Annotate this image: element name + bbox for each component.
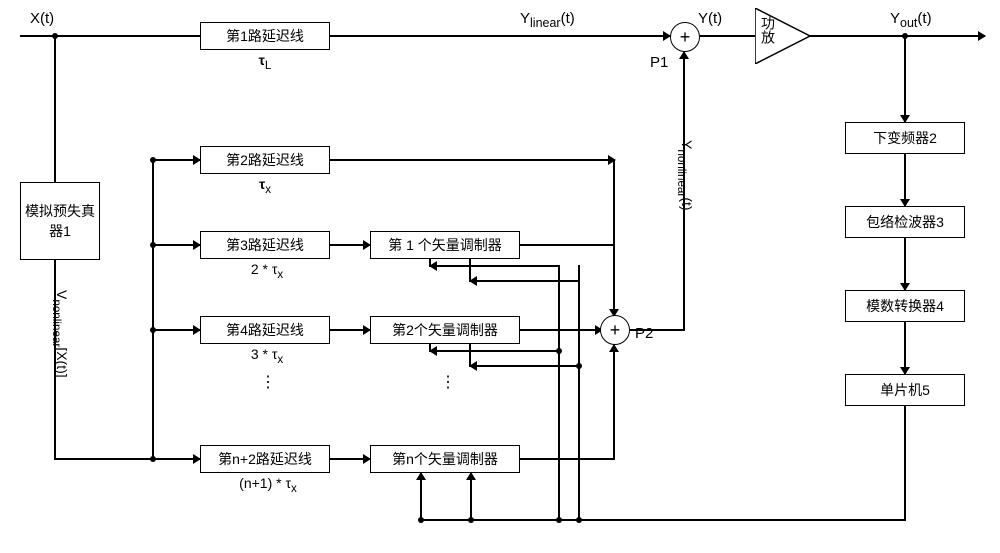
delayn-tau: (n+1) * τx	[218, 475, 318, 495]
delay4-block: 第4路延迟线	[200, 316, 330, 344]
main-line-1	[20, 35, 200, 37]
ctrl-bus-dot2	[576, 517, 582, 523]
ylinear-label: Ylinear(t)	[520, 10, 575, 30]
delay3-block: 第3路延迟线	[200, 231, 330, 259]
ctrl-dot-n1	[418, 517, 424, 523]
line-amp-out	[810, 35, 985, 37]
line-adc-mcu	[904, 322, 906, 374]
envelope-block: 包络检波器3	[845, 206, 965, 238]
ctrl-dot-n2	[468, 517, 474, 523]
delay1-block: 第1路延迟线	[200, 22, 330, 50]
ynonlinear-label: Ynonlinear(t)	[675, 140, 695, 211]
ctrl-bus-up2	[578, 265, 580, 521]
summer-p2: +	[600, 315, 630, 345]
line-vm1-out	[520, 244, 615, 246]
ctrl-vm2-2	[470, 365, 580, 367]
vm2-block: 第2个矢量调制器	[370, 316, 520, 344]
ctrl-vm1-2v	[469, 259, 471, 282]
p1-label: P1	[650, 54, 668, 71]
ctrl-vm1-2	[470, 280, 580, 282]
line-d3-vm1	[330, 244, 370, 246]
delayn-block: 第n+2路延迟线	[200, 445, 330, 473]
amp-label: 功放	[758, 16, 778, 44]
line-vmn-out	[520, 458, 615, 460]
line-to-dn	[153, 458, 200, 460]
y-label: Y(t)	[698, 10, 722, 27]
ctrl-bus-dot1	[556, 517, 562, 523]
downconv-block: 下变频器2	[845, 122, 965, 154]
delay2-block: 第2路延迟线	[200, 146, 330, 174]
vm-ellipsis: ⋮	[440, 380, 456, 386]
line-p1-amp	[700, 35, 755, 37]
line-out-down	[904, 36, 906, 122]
line-env-adc	[904, 238, 906, 290]
line-vm2-out	[520, 329, 602, 331]
line-pred-down	[54, 260, 56, 460]
line-bus-up	[152, 158, 154, 460]
ctrl-vm1-1	[430, 265, 560, 267]
line-input-down	[54, 36, 56, 182]
delay2-tau: τx	[245, 176, 285, 196]
line-mcu-left	[420, 519, 906, 521]
delay3-tau: 2 * τx	[232, 261, 302, 281]
line-dc-env	[904, 154, 906, 206]
ctrl-vm1-1v	[429, 259, 431, 267]
ctrl-vm2-1v	[429, 344, 431, 352]
adc-block: 模数转换器4	[845, 290, 965, 322]
summer-p1: +	[670, 22, 700, 52]
mcu-block: 单片机5	[845, 374, 965, 406]
line-dn-vmn	[330, 458, 370, 460]
line-vmn-up	[613, 345, 615, 460]
ctrl-bus-dot3	[556, 348, 562, 354]
line-to-d2	[153, 159, 200, 161]
line-p2-right	[630, 329, 685, 331]
ctrl-vmn-2	[470, 473, 472, 521]
ctrl-bus-up	[558, 265, 560, 521]
p2-label: P2	[635, 325, 653, 342]
ctrl-vmn-1	[420, 473, 422, 521]
yout-label: Yout(t)	[890, 10, 932, 30]
ctrl-bus-dot4	[576, 363, 582, 369]
vm1-block: 第 1 个矢量调制器	[370, 231, 520, 259]
line-d4-vm2	[330, 329, 370, 331]
ctrl-vm2-2v	[469, 344, 471, 367]
ctrl-vm2-1	[430, 350, 560, 352]
main-line-2	[330, 35, 670, 37]
line-mcu-down	[904, 406, 906, 521]
vmn-block: 第n个矢量调制器	[370, 445, 520, 473]
predistorter-block: 模拟预失真器1	[20, 182, 100, 260]
delay1-tau: τL	[245, 52, 285, 72]
line-pred-bus	[54, 458, 154, 460]
line-d2-out-long	[330, 159, 615, 161]
delay4-tau: 3 * τx	[232, 346, 302, 366]
delay-ellipsis: ⋮	[260, 380, 276, 386]
line-to-d3	[153, 244, 200, 246]
input-signal-label: X(t)	[30, 10, 54, 27]
line-to-d4	[153, 329, 200, 331]
line-vm1-down	[613, 244, 615, 316]
